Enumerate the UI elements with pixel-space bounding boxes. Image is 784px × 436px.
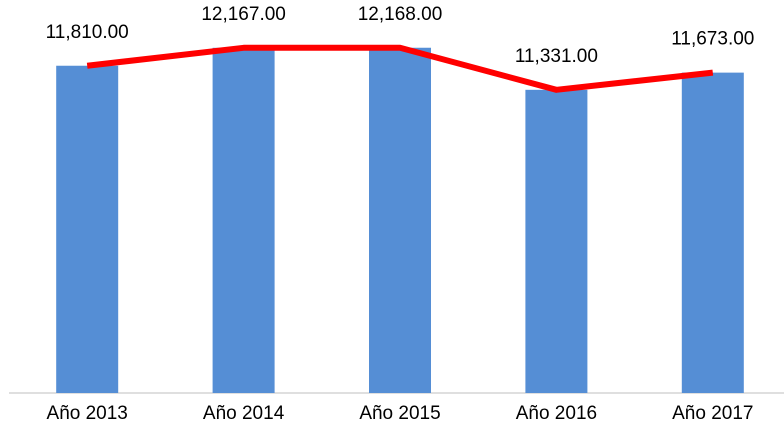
bar [369,47,431,394]
data-label: 12,167.00 [201,4,286,25]
x-tick-label: Año 2013 [47,403,128,424]
bar [212,47,275,393]
bar [681,72,744,394]
data-label: 11,673.00 [671,29,754,50]
data-label: 11,331.00 [515,46,598,67]
x-tick-label: Año 2016 [516,403,597,424]
data-label: 11,810.00 [46,22,129,43]
data-label: 12,168.00 [358,4,443,25]
line [86,44,714,93]
x-tick-label: Año 2014 [203,403,285,424]
x-tick-label: Año 2015 [359,403,440,424]
x-tick-label: Año 2017 [672,403,753,424]
bar [525,89,588,393]
bar [56,65,119,393]
